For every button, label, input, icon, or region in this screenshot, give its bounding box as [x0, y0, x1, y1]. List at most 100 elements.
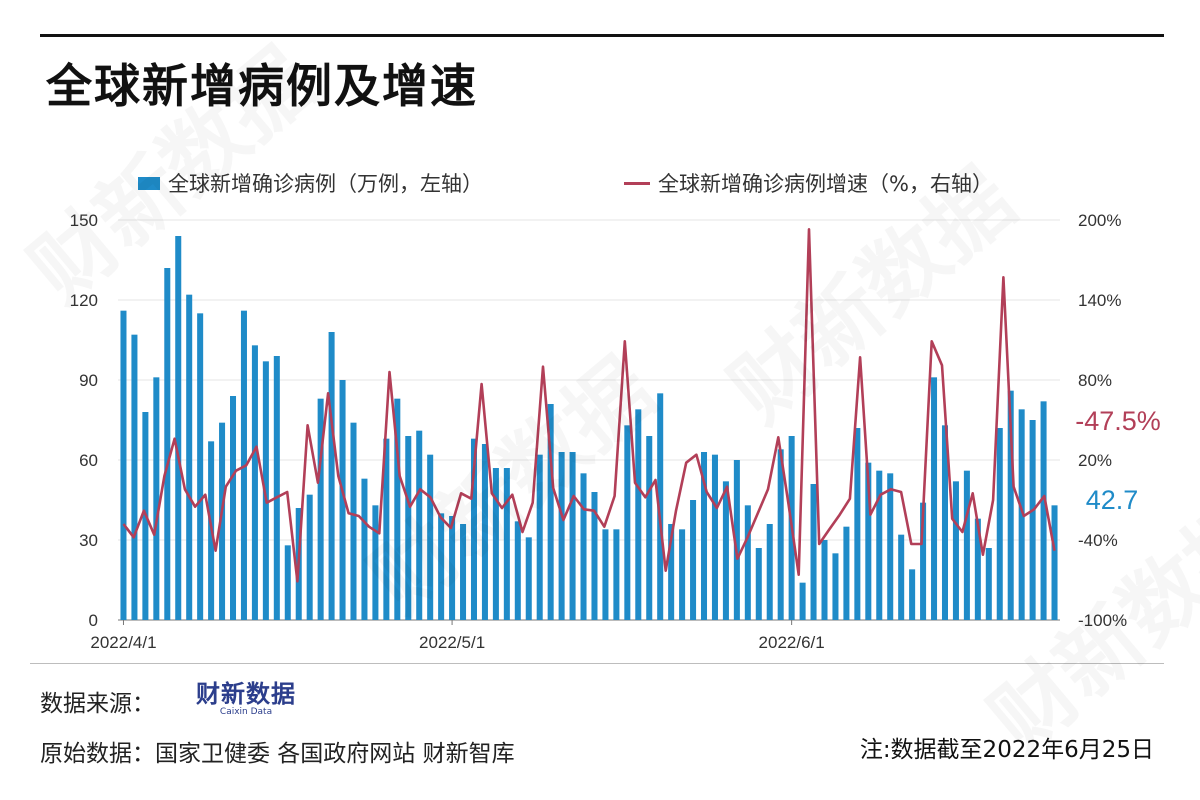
bar: [985, 548, 992, 620]
right-axis-tick-label: 80%: [1078, 371, 1112, 390]
bar: [810, 484, 817, 620]
bar: [700, 452, 708, 620]
legend-line-label: 全球新增确诊病例增速（%，右轴）: [658, 172, 993, 196]
bar: [898, 534, 905, 620]
bar: [668, 524, 675, 620]
bar: [361, 478, 368, 620]
bar: [350, 422, 357, 620]
bar: [591, 492, 598, 620]
legend-line-swatch: [624, 181, 650, 185]
legend-bars-label: 全球新增确诊病例（万例，左轴）: [168, 172, 483, 196]
bar: [306, 494, 313, 620]
left-axis-tick-label: 0: [89, 611, 98, 630]
bar: [777, 449, 784, 620]
caixin-data-logo: 财新数据 Caixin Data: [196, 681, 296, 717]
x-axis-tick-label: 2022/4/1: [90, 633, 156, 652]
bar: [711, 454, 718, 620]
bar: [438, 513, 445, 620]
bar: [394, 398, 401, 620]
bar: [317, 398, 324, 620]
chart-plot: 0 30 60 90 120 150 -100% -40% 20% 80% 140% 200% 2022…: [70, 211, 1161, 652]
bar: [821, 540, 828, 620]
bar: [569, 452, 576, 620]
right-axis-tick-label: -40%: [1078, 531, 1118, 550]
bar: [536, 454, 543, 620]
last-growth-callout: -47.5%: [1075, 406, 1161, 436]
left-axis-tick-label: 150: [70, 211, 98, 230]
bar: [558, 452, 565, 620]
right-axis-tick-label: -100%: [1078, 611, 1127, 630]
bar: [865, 462, 872, 620]
bar: [722, 481, 729, 620]
bar: [580, 473, 587, 620]
bar: [657, 393, 664, 620]
bar: [733, 460, 740, 620]
bar: [744, 505, 751, 620]
bar: [229, 396, 237, 620]
bar: [1051, 505, 1058, 620]
bar: [273, 356, 280, 620]
bar: [1018, 409, 1025, 620]
bar: [449, 516, 456, 620]
right-axis-tick-label: 200%: [1078, 211, 1121, 230]
bar: [646, 436, 653, 620]
bar: [1040, 401, 1047, 620]
legend-item-bars: 全球新增确诊病例（万例，左轴）: [138, 168, 483, 198]
left-axis-tick-label: 120: [70, 291, 98, 310]
bar: [503, 468, 510, 620]
legend-item-line: 全球新增确诊病例增速（%，右轴）: [624, 168, 993, 198]
bar: [197, 313, 204, 620]
bar: [996, 428, 1003, 620]
bar: [690, 500, 697, 620]
bar: [974, 518, 981, 620]
bottom-rule: [30, 663, 1164, 664]
bar: [175, 236, 182, 620]
bar: [525, 537, 532, 620]
left-axis-tick-label: 30: [79, 531, 98, 550]
last-cases-callout: 42.7: [1086, 485, 1139, 515]
bar: [514, 521, 521, 620]
bar: [339, 380, 346, 620]
bar: [460, 524, 467, 620]
data-note: 注:数据截至2022年6月25日: [859, 737, 1154, 763]
bar: [186, 294, 193, 620]
bar: [427, 454, 434, 620]
bar: [679, 529, 686, 620]
bar: [613, 529, 620, 620]
bar: [931, 377, 938, 620]
logo-sub-text: Caixin Data: [219, 707, 273, 717]
right-axis-tick-label: 140%: [1078, 291, 1121, 310]
x-axis-tick-label: 2022/5/1: [419, 633, 485, 652]
bar: [920, 502, 927, 620]
original-data-label: 原始数据：国家卫健委 各国政府网站 财新智库: [40, 741, 515, 767]
bar: [328, 332, 335, 620]
bar: [1007, 390, 1014, 620]
bar: [963, 470, 970, 620]
bar: [624, 425, 631, 620]
bar: [799, 582, 806, 620]
bar: [635, 409, 642, 620]
bar: [941, 425, 949, 620]
source-label: 数据来源：: [40, 691, 155, 717]
bar: [120, 310, 127, 620]
left-axis-tick-label: 60: [79, 451, 98, 470]
bar: [372, 505, 379, 620]
bar: [153, 377, 160, 620]
bar: [832, 553, 839, 620]
bar: [843, 526, 850, 620]
x-axis-tick-label: 2022/6/1: [759, 633, 825, 652]
bar: [251, 345, 258, 620]
logo-main-text: 财新数据: [196, 680, 296, 708]
bar: [755, 548, 762, 620]
bar: [602, 529, 609, 620]
right-axis-tick-label: 20%: [1078, 451, 1112, 470]
bar: [470, 438, 478, 620]
top-rule: [40, 34, 1164, 37]
bar: [164, 268, 171, 620]
chart-title: 全球新增病例及增速: [46, 59, 478, 113]
bar: [876, 470, 883, 620]
bar: [383, 438, 390, 620]
bar: [766, 524, 773, 620]
bar: [131, 334, 138, 620]
bar: [416, 430, 423, 620]
